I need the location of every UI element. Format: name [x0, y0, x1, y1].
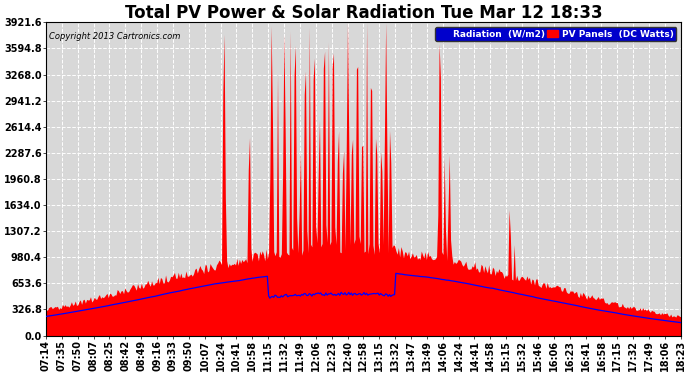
- Text: Copyright 2013 Cartronics.com: Copyright 2013 Cartronics.com: [49, 32, 181, 41]
- Legend: Radiation  (W/m2), PV Panels  (DC Watts): Radiation (W/m2), PV Panels (DC Watts): [435, 27, 676, 41]
- Title: Total PV Power & Solar Radiation Tue Mar 12 18:33: Total PV Power & Solar Radiation Tue Mar…: [125, 4, 602, 22]
